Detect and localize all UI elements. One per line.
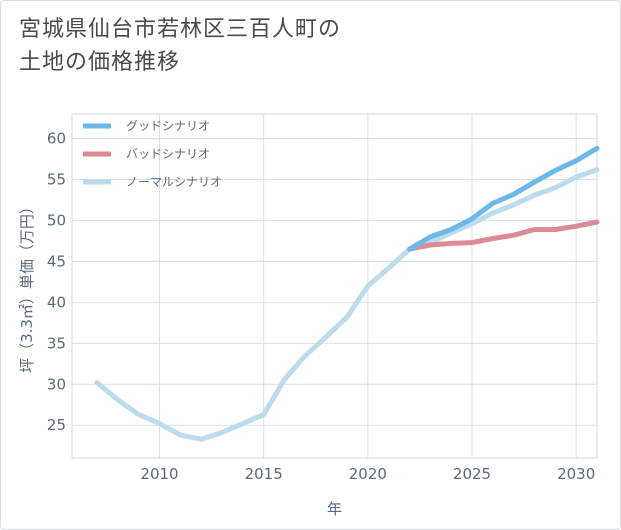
legend-label: グッドシナリオ [126, 119, 210, 133]
y-axis-label: 坪（3.3㎡）単価（万円） [18, 199, 36, 373]
legend-label: バッドシナリオ [126, 147, 210, 161]
series-line-1 [407, 145, 600, 252]
y-tick-label: 30 [47, 375, 66, 393]
x-tick-label: 2020 [349, 465, 387, 483]
y-tick-label: 50 [47, 211, 66, 229]
y-tick-label: 45 [47, 252, 66, 270]
legend-label: ノーマルシナリオ [126, 175, 222, 189]
plot-area [71, 113, 598, 459]
chart-title: 宮城県仙台市若林区三百人町の 土地の価格推移 [19, 13, 419, 79]
x-tick-label: 2015 [245, 465, 283, 483]
chart-title-line1: 宮城県仙台市若林区三百人町の [19, 17, 342, 42]
x-tick-label: 2030 [557, 465, 595, 483]
series-line-3 [94, 167, 600, 442]
chart-title-line2: 土地の価格推移 [19, 50, 181, 75]
series-line-2 [407, 219, 600, 252]
x-tick-label: 2025 [453, 465, 491, 483]
y-tick-label: 55 [47, 171, 66, 189]
x-tick-label: 2010 [140, 465, 178, 483]
x-axis-label: 年 [327, 500, 342, 518]
y-tick-label: 35 [47, 334, 66, 352]
y-tick-label: 25 [47, 416, 66, 434]
y-tick-label: 40 [47, 293, 66, 311]
y-tick-label: 60 [47, 130, 66, 148]
